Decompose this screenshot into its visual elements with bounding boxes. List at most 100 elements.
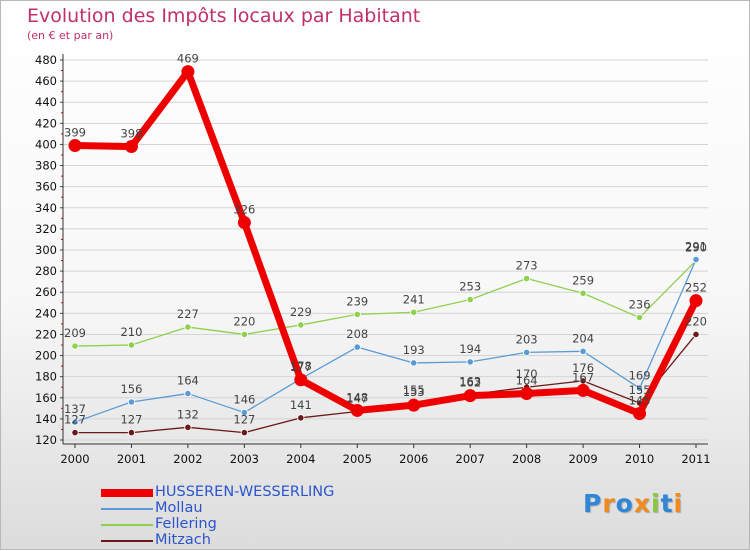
legend-item: Mitzach [101, 532, 401, 549]
data-point [127, 341, 136, 349]
data-label: 170 [516, 367, 538, 381]
data-point [523, 348, 531, 356]
logo-letter: x [633, 489, 651, 518]
data-point [240, 330, 248, 339]
data-point [579, 347, 587, 355]
data-label: 148 [346, 390, 368, 404]
data-label: 177 [290, 360, 312, 374]
data-point [692, 255, 700, 264]
y-tick-label: 160 [35, 391, 57, 405]
data-label: 164 [177, 374, 199, 388]
legend-item: Mollau [101, 500, 401, 517]
legend-item: Fellering [101, 516, 401, 533]
legend-swatch [101, 540, 153, 542]
data-point [237, 216, 251, 230]
data-point [579, 289, 587, 297]
chart-title: Evolution des Impôts locaux par Habitant [27, 5, 421, 27]
y-tick-label: 200 [35, 349, 57, 363]
data-label: 236 [629, 298, 651, 312]
data-label: 156 [120, 382, 142, 396]
data-label: 137 [64, 402, 86, 416]
legend-swatch [101, 489, 153, 497]
data-point [181, 65, 195, 79]
data-label: 290 [685, 241, 707, 255]
data-point [466, 296, 474, 304]
data-label: 162 [459, 376, 481, 390]
data-label: 141 [290, 398, 312, 412]
logo-letter: i [651, 489, 661, 518]
data-label: 155 [629, 383, 651, 397]
chart-subtitle: (en € et par an) [27, 29, 114, 42]
data-label: 146 [233, 393, 255, 407]
y-tick-label: 280 [35, 264, 57, 278]
data-point [184, 389, 192, 398]
data-label: 273 [516, 259, 538, 273]
data-point [240, 429, 248, 437]
data-point [463, 389, 477, 403]
x-tick-label: 2000 [60, 452, 89, 466]
data-label: 227 [177, 307, 199, 321]
y-tick-label: 260 [35, 285, 57, 299]
y-tick-label: 360 [35, 180, 57, 194]
series-line [74, 259, 697, 347]
y-tick-label: 180 [35, 370, 57, 384]
logo-letter: P [583, 489, 603, 518]
grid-lines [63, 59, 708, 441]
data-point [635, 384, 644, 392]
data-point [71, 418, 79, 426]
data-label: 155 [403, 383, 425, 397]
data-point [576, 383, 590, 397]
data-point [466, 358, 474, 366]
x-tick-label: 2002 [173, 452, 202, 466]
x-tick-label: 2008 [512, 452, 541, 466]
y-tick-label: 120 [35, 433, 57, 447]
y-tick-label: 300 [35, 243, 57, 257]
data-label: 220 [233, 314, 255, 328]
legend-swatch [101, 524, 153, 526]
data-point [127, 398, 136, 406]
data-point [692, 330, 700, 339]
legend: HUSSEREN-WESSERLING Mollau Fellering Mitzac… [101, 484, 401, 549]
x-tick-label: 2011 [681, 452, 710, 466]
legend-swatch [101, 508, 153, 510]
data-label: 169 [629, 368, 651, 382]
legend-label: Mitzach [155, 532, 211, 548]
y-tick-label: 420 [35, 116, 57, 130]
data-point [633, 407, 647, 421]
y-tick-label: 380 [35, 159, 57, 173]
data-label: 147 [346, 392, 368, 406]
x-tick-label: 2005 [343, 452, 372, 466]
data-label: 127 [64, 413, 86, 427]
data-point [297, 414, 305, 422]
data-point [407, 398, 421, 412]
data-label: 291 [685, 240, 707, 254]
logo-letter: t [660, 489, 674, 518]
data-point [71, 342, 79, 350]
data-point [294, 373, 308, 387]
series-line [71, 68, 700, 418]
legend-label: Fellering [155, 516, 217, 532]
data-labels: 127 127 132 127 141 147 155 163 170 176 155 220 209 2… [64, 52, 707, 427]
data-label: 326 [233, 203, 255, 217]
data-label: 210 [120, 325, 142, 339]
data-point [520, 387, 534, 401]
data-point [127, 429, 136, 437]
axes: 120 140 160 180 200 220 240 260 280 300 320 340 360 3… [35, 53, 711, 466]
logo-letter: o [615, 489, 634, 518]
data-point [410, 308, 418, 316]
data-label: 208 [346, 327, 368, 341]
data-label: 253 [459, 280, 481, 294]
data-point [689, 294, 703, 308]
x-tick-label: 2001 [117, 452, 146, 466]
x-tick-label: 2004 [286, 452, 315, 466]
x-tick-label: 2007 [456, 452, 485, 466]
legend-label: Mollau [155, 500, 203, 516]
data-label: 167 [572, 370, 594, 384]
series-line [74, 258, 697, 423]
data-point [635, 313, 644, 322]
data-label: 204 [572, 331, 594, 345]
data-label: 203 [516, 332, 538, 346]
logo-letter: r [602, 489, 616, 518]
data-label: 469 [177, 52, 199, 66]
